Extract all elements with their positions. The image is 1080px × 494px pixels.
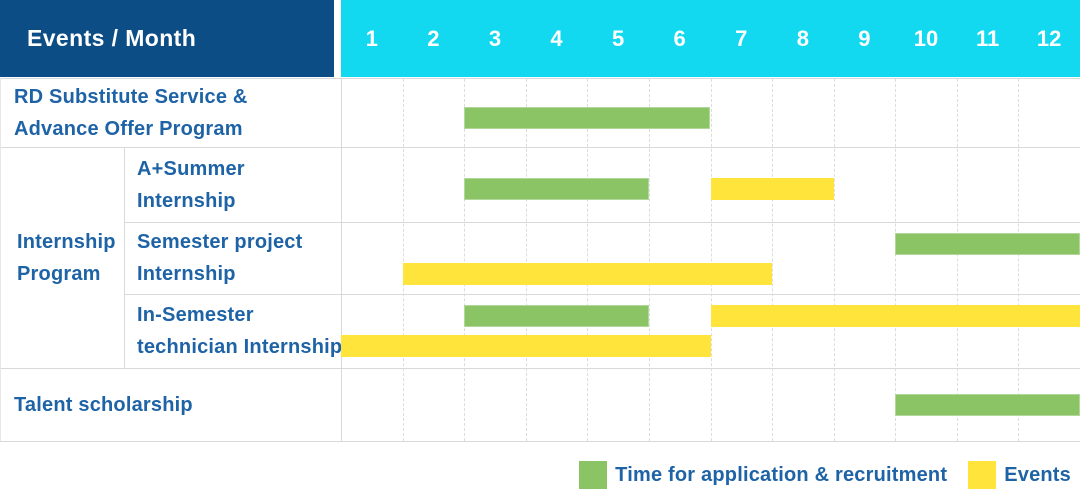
month-label: 7 xyxy=(735,25,748,51)
legend-item: Events xyxy=(968,460,1071,489)
events-month-header-label: Events / Month xyxy=(27,25,197,51)
legend-swatch-application xyxy=(579,460,608,489)
month-label: 3 xyxy=(488,25,502,51)
legend-swatch-event xyxy=(968,460,997,489)
month-label: 9 xyxy=(858,25,871,51)
month-label: 1 xyxy=(365,25,378,51)
row-border xyxy=(124,222,1080,223)
month-gridline xyxy=(711,79,712,441)
months-header: 1 2 3 4 5 6 7 8 9 10 11 12 xyxy=(341,0,1080,77)
month-label: 8 xyxy=(796,25,809,51)
month-gridline xyxy=(895,79,896,441)
application-bar xyxy=(464,107,711,129)
row-border xyxy=(0,368,1080,369)
event-bar xyxy=(710,305,1080,327)
application-bar xyxy=(464,305,649,327)
application-bar xyxy=(895,394,1080,416)
application-bar xyxy=(464,178,649,200)
month-label: 10 xyxy=(913,25,939,51)
sub-column-border xyxy=(124,147,125,368)
legend-item: Time for application & recruitment xyxy=(579,460,948,489)
application-bar xyxy=(895,233,1080,255)
month-label: 11 xyxy=(975,25,1000,51)
row-label-semester-project-internship: Semester project Internship xyxy=(137,231,303,285)
month-gridline xyxy=(772,79,773,441)
row-group-label-internship-program: Internship Program xyxy=(17,230,116,285)
month-label: 6 xyxy=(673,25,686,51)
event-bar xyxy=(341,335,711,357)
month-label: 5 xyxy=(611,25,625,51)
row-border xyxy=(0,441,1080,442)
month-gridline xyxy=(834,79,835,441)
month-label: 2 xyxy=(427,25,440,51)
row-border xyxy=(0,78,1080,79)
month-gridline xyxy=(403,79,404,441)
legend: Time for application & recruitment Events xyxy=(579,460,1071,489)
month-gridline xyxy=(587,79,588,441)
month-gridline xyxy=(649,79,650,441)
row-label-a-summer-internship: A+Summer Internship xyxy=(137,157,245,212)
month-gridline xyxy=(464,79,465,441)
month-label: 12 xyxy=(1036,25,1062,51)
events-month-header-cell: Events / Month xyxy=(0,0,334,77)
table-left-border xyxy=(0,78,1,441)
row-label-in-semester-technician-internship: In-Semester technician Internship xyxy=(137,304,343,358)
label-column-border xyxy=(341,78,342,441)
row-border xyxy=(0,147,1080,148)
month-gridline xyxy=(526,79,527,441)
row-label-talent-scholarship: Talent scholarship xyxy=(14,393,193,416)
month-gridline xyxy=(957,79,958,441)
event-bar xyxy=(402,263,773,285)
month-gridline xyxy=(1018,79,1019,441)
event-bar xyxy=(710,178,834,200)
row-border xyxy=(124,294,1080,295)
month-label: 4 xyxy=(550,25,563,51)
legend-label: Time for application & recruitment xyxy=(615,463,948,486)
row-label-rd-substitute: RD Substitute Service & Advance Offer Pr… xyxy=(14,86,248,140)
legend-label: Events xyxy=(1004,463,1071,486)
